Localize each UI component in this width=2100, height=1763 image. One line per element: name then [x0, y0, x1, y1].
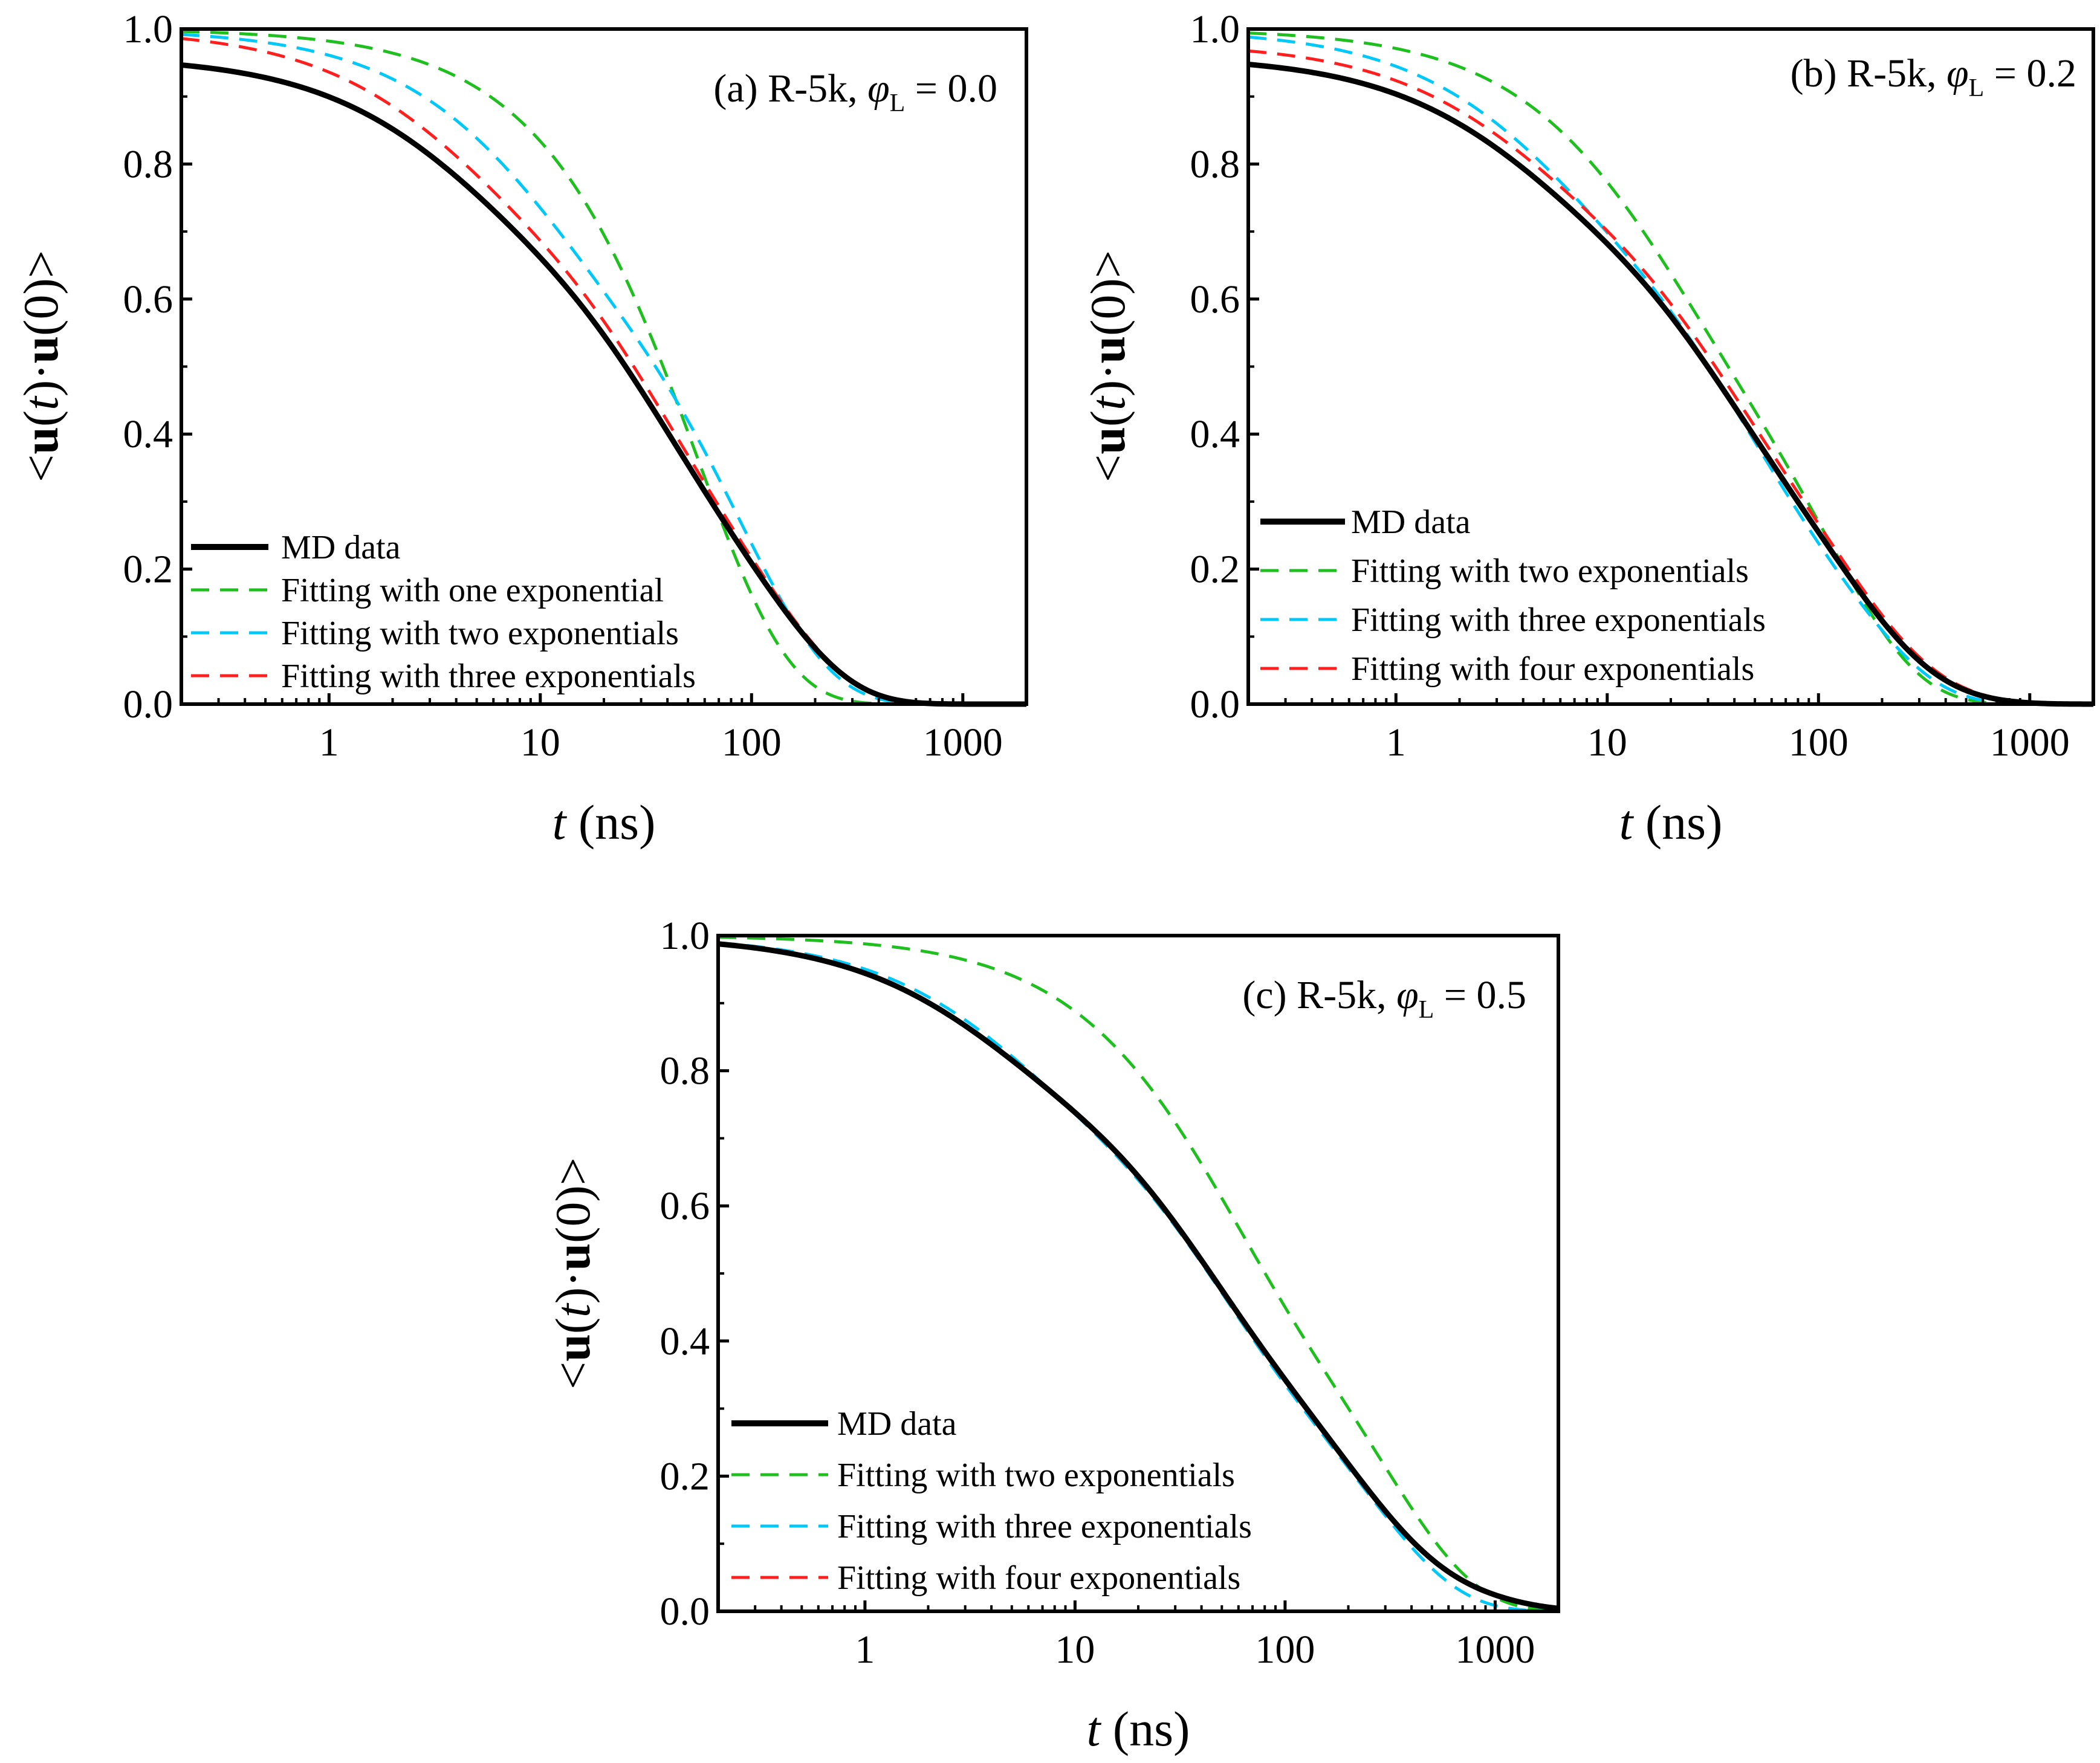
y-tick-label-a-3: 0.6	[123, 277, 173, 322]
legend-label-c-md-data: MD data	[837, 1405, 957, 1443]
series-line-a-fitting-with-two-exponentials	[181, 33, 1026, 706]
x-tick-label-a-2: 100	[722, 720, 782, 765]
legend-label-b-md-data: MD data	[1351, 503, 1471, 541]
panel-label-b: (b) R-5k, φL = 0.2	[1791, 51, 2076, 102]
legend-label-a-md-data: MD data	[281, 529, 401, 566]
y-tick-label-c-1: 0.2	[660, 1454, 710, 1498]
legend-label-a-fitting-with-three-exponentials: Fitting with three exponentials	[281, 658, 696, 695]
legend-label-c-fitting-with-three-exponentials: Fitting with three exponentials	[837, 1508, 1252, 1545]
y-tick-label-a-4: 0.8	[123, 142, 173, 186]
series-line-b-md-data	[1248, 62, 2094, 707]
panel-label-a: (a) R-5k, φL = 0.0	[713, 66, 997, 117]
y-tick-label-b-5: 1.0	[1190, 7, 1240, 51]
panel-c: 0.0 0.2 0.4 0.6 0.8 1.0 1 10 100 1000 MD data Fitt…	[545, 914, 1560, 1756]
y-tick-label-a-2: 0.4	[123, 412, 173, 456]
x-axis-title-a: t (ns)	[553, 795, 656, 850]
x-axis-title-b: t (ns)	[1619, 795, 1723, 850]
y-tick-label-c-2: 0.4	[660, 1319, 710, 1363]
y-tick-label-a-5: 1.0	[123, 7, 173, 51]
series-line-b-fitting-with-four-exponentials	[1248, 49, 2094, 706]
panel-b: 0.0 0.2 0.4 0.6 0.8 1.0 1 10 100 1000 MD data Fitt…	[1080, 7, 2095, 850]
panel-a: 0.0 0.2 0.4 0.6 0.8 1.0 1 10 100 1000 MD data Fitt…	[13, 7, 1028, 850]
series-line-b-fitting-with-three-exponentials	[1248, 35, 2093, 706]
x-tick-label-c-1: 10	[1055, 1628, 1095, 1672]
y-tick-label-b-1: 0.2	[1190, 548, 1240, 592]
x-tick-label-b-0: 1	[1386, 720, 1406, 765]
series-line-b-fitting-with-two-exponentials	[1248, 31, 2093, 706]
legend-label-c-fitting-with-two-exponentials: Fitting with two exponentials	[837, 1457, 1235, 1494]
y-tick-label-c-0: 0.0	[660, 1590, 710, 1634]
legend-label-a-fitting-with-two-exponentials: Fitting with two exponentials	[281, 615, 679, 652]
x-tick-label-b-3: 1000	[1990, 720, 2070, 765]
x-tick-label-a-1: 10	[520, 720, 560, 765]
y-tick-label-b-2: 0.4	[1190, 412, 1240, 456]
x-tick-label-a-3: 1000	[923, 720, 1003, 765]
legend-label-b-fitting-with-two-exponentials: Fitting with two exponentials	[1351, 552, 1749, 590]
panel-label-c: (c) R-5k, φL = 0.5	[1242, 973, 1526, 1024]
x-tick-label-b-2: 100	[1789, 720, 1849, 765]
y-tick-label-a-0: 0.0	[123, 682, 173, 726]
legend-label-b-fitting-with-four-exponentials: Fitting with four exponentials	[1351, 650, 1754, 688]
y-tick-label-b-0: 0.0	[1190, 682, 1240, 726]
y-tick-label-a-1: 0.2	[123, 548, 173, 592]
x-tick-label-c-3: 1000	[1455, 1628, 1535, 1672]
x-tick-label-c-2: 100	[1255, 1628, 1315, 1672]
y-tick-label-c-5: 1.0	[660, 914, 710, 958]
legend-label-a-fitting-with-one-exponential: Fitting with one exponential	[281, 572, 664, 609]
y-tick-label-b-3: 0.6	[1190, 277, 1240, 322]
y-tick-label-b-4: 0.8	[1190, 142, 1240, 186]
x-tick-label-a-0: 1	[319, 720, 339, 765]
series-line-c-md-data	[718, 941, 1559, 1611]
y-axis-title-c: <u(t)·u(0)>	[545, 1157, 600, 1389]
y-axis-title-b: <u(t)·u(0)>	[1080, 250, 1135, 482]
x-tick-label-b-1: 10	[1587, 720, 1627, 765]
x-tick-label-c-0: 1	[855, 1628, 875, 1672]
y-axis-title-a: <u(t)·u(0)>	[13, 250, 68, 482]
y-tick-label-c-3: 0.6	[660, 1184, 710, 1228]
y-tick-label-c-4: 0.8	[660, 1049, 710, 1093]
x-axis-title-c: t (ns)	[1087, 1701, 1190, 1756]
legend-label-b-fitting-with-three-exponentials: Fitting with three exponentials	[1351, 601, 1766, 639]
legend-label-c-fitting-with-four-exponentials: Fitting with four exponentials	[837, 1559, 1240, 1597]
series-line-a-md-data	[181, 62, 1026, 707]
